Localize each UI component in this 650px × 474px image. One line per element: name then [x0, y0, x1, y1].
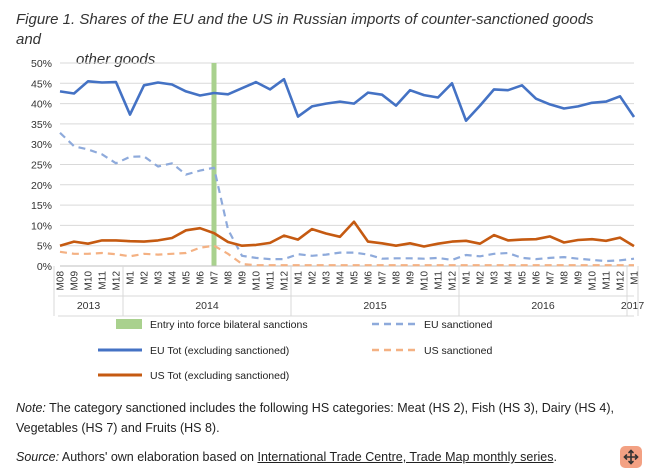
- x-tick-label: M1: [126, 271, 137, 285]
- y-tick-label: 0%: [37, 261, 52, 273]
- legend-item: EU sanctioned: [372, 319, 492, 331]
- x-tick-label: M10: [588, 271, 599, 291]
- sanction-marker-bar: [211, 63, 217, 266]
- legend-item: US Tot (excluding sanctioned): [98, 370, 289, 382]
- x-tick-label: M11: [602, 271, 613, 290]
- x-tick-label: M8: [560, 271, 571, 285]
- note-text: The category sanctioned includes the fol…: [16, 401, 614, 435]
- x-tick-label: M7: [546, 271, 557, 285]
- x-tick-label: M08: [56, 271, 67, 291]
- x-tick-label: M3: [322, 271, 333, 285]
- x-tick-label: M11: [434, 271, 445, 290]
- x-tick-label: M1: [462, 271, 473, 285]
- y-tick-label: 5%: [37, 241, 52, 253]
- x-tick-label: M12: [280, 271, 291, 291]
- legend-item: EU Tot (excluding sanctioned): [98, 345, 289, 357]
- x-tick-label: M12: [616, 271, 627, 291]
- x-tick-label: M6: [196, 271, 207, 285]
- x-tick-label: M7: [210, 271, 221, 285]
- figure-title-line2: other goods: [76, 51, 156, 68]
- series-line-us-tot-excluding-sanctioned: [59, 220, 635, 248]
- x-tick-label: M11: [98, 271, 109, 290]
- series-line-eu-sanctioned: [59, 132, 635, 263]
- year-label: 2015: [363, 300, 387, 312]
- note-label: Note:: [16, 401, 46, 415]
- source-link[interactable]: International Trade Centre, Trade Map mo…: [257, 450, 554, 464]
- x-tick-label: M9: [238, 271, 249, 285]
- year-label: 2017: [621, 300, 645, 312]
- series-line-us-sanctioned: [59, 244, 634, 267]
- y-tick-label: 20%: [31, 180, 52, 192]
- x-tick-label: M4: [168, 271, 179, 285]
- expand-arrows-icon: [623, 449, 639, 465]
- y-tick-label: 10%: [31, 220, 52, 232]
- figure-title: Figure 1. Shares of the EU and the US in…: [16, 10, 616, 70]
- y-tick-label: 15%: [31, 200, 52, 212]
- year-label: 2013: [77, 300, 101, 312]
- x-tick-label: M6: [364, 271, 375, 285]
- source-line: Source: Authors' own elaboration based o…: [16, 450, 636, 464]
- legend-label: Entry into force bilateral sanctions: [150, 319, 308, 331]
- x-tick-label: M5: [518, 271, 529, 285]
- x-tick-label: M7: [378, 271, 389, 285]
- legend-item: Entry into force bilateral sanctions: [116, 319, 308, 331]
- series-line-eu-tot-excluding-sanctioned: [59, 77, 636, 122]
- y-tick-label: 50%: [31, 58, 52, 70]
- x-tick-label: M12: [448, 271, 459, 291]
- legend-swatch-bar: [116, 319, 142, 329]
- x-tick-label: M4: [504, 271, 515, 285]
- x-tick-label: M1: [294, 271, 305, 285]
- x-tick-label: M09: [70, 271, 81, 291]
- x-tick-label: M5: [182, 271, 193, 285]
- x-tick-label: M1: [630, 271, 641, 285]
- y-tick-label: 40%: [31, 99, 52, 111]
- x-tick-label: M4: [336, 271, 347, 285]
- y-tick-label: 25%: [31, 160, 52, 172]
- y-tick-label: 30%: [31, 139, 52, 151]
- expand-button[interactable]: [620, 446, 642, 468]
- source-text: Authors' own elaboration based on: [61, 450, 254, 464]
- x-tick-label: M3: [154, 271, 165, 285]
- x-tick-label: M3: [490, 271, 501, 285]
- x-tick-label: M10: [420, 271, 431, 291]
- x-tick-label: M8: [224, 271, 235, 285]
- source-end: .: [553, 450, 557, 464]
- x-tick-label: M6: [532, 271, 543, 285]
- legend-label: US Tot (excluding sanctioned): [150, 370, 289, 382]
- line-chart: 0%5%10%15%20%25%30%35%40%45%50%M08 M09 M10…: [31, 58, 645, 382]
- legend-label: EU Tot (excluding sanctioned): [150, 345, 289, 357]
- figure-title-line1: Figure 1. Shares of the EU and the US in…: [16, 11, 594, 48]
- x-tick-label: M8: [392, 271, 403, 285]
- x-tick-label: M9: [574, 271, 585, 285]
- x-tick-label: M11: [266, 271, 277, 290]
- x-tick-label: M2: [308, 271, 319, 285]
- y-tick-label: 45%: [31, 78, 52, 90]
- x-tick-label: M10: [252, 271, 263, 291]
- x-tick-label: M10: [84, 271, 95, 291]
- source-label: Source:: [16, 450, 60, 464]
- x-tick-label: M9: [406, 271, 417, 285]
- x-tick-label: M2: [140, 271, 151, 285]
- x-tick-label: M12: [112, 271, 123, 291]
- year-label: 2016: [531, 300, 555, 312]
- y-tick-label: 35%: [31, 119, 52, 131]
- legend-item: US sanctioned: [372, 345, 492, 357]
- legend-label: US sanctioned: [424, 345, 492, 357]
- note-paragraph: Note: The category sanctioned includes t…: [16, 398, 636, 438]
- x-tick-label: M2: [476, 271, 487, 285]
- legend-label: EU sanctioned: [424, 319, 492, 331]
- x-tick-label: M5: [350, 271, 361, 285]
- year-label: 2014: [195, 300, 219, 312]
